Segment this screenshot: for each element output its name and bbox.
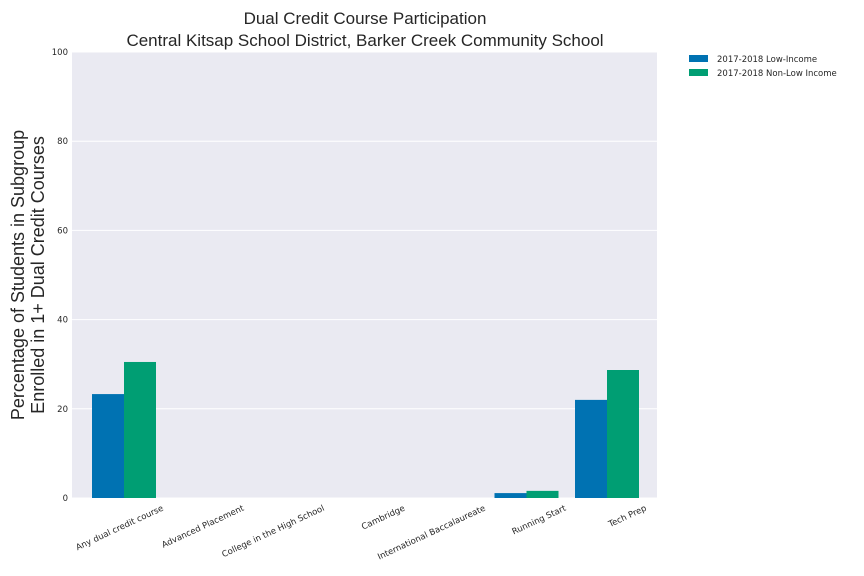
y-tick-label: 0 (63, 494, 68, 504)
x-tick-label: Any dual credit course (75, 504, 166, 553)
legend-label: 2017-2018 Low-Income (717, 55, 817, 65)
bar (526, 490, 559, 498)
y-tick-label: 40 (57, 316, 68, 326)
legend-swatch (689, 55, 708, 62)
y-tick-label: 80 (57, 137, 68, 147)
y-tick-label: 20 (57, 405, 68, 415)
plot-area (72, 52, 657, 498)
bar (124, 361, 156, 498)
bar (494, 493, 527, 498)
x-tick-label: Cambridge (360, 504, 407, 533)
bars (92, 361, 639, 498)
chart-subtitle: Central Kitsap School District, Barker C… (126, 31, 603, 50)
y-tick-label: 100 (52, 48, 68, 58)
y-tick-label: 60 (57, 226, 68, 236)
legend: 2017-2018 Low-Income 2017-2018 Non-Low In… (689, 55, 837, 79)
legend-label: 2017-2018 Non-Low Income (717, 69, 837, 79)
chart-title: Dual Credit Course Participation (244, 9, 487, 28)
x-tick-label: Running Start (511, 503, 569, 537)
y-axis-label-line-2: Enrolled in 1+ Dual Credit Courses (28, 136, 48, 414)
gridlines (72, 51, 657, 499)
y-tick-labels: 0 20 40 60 80 100 (52, 48, 68, 504)
legend-swatch (689, 69, 708, 76)
bar (92, 394, 124, 498)
bar (607, 369, 639, 498)
y-axis-label: Percentage of Students in Subgroup Enrol… (8, 130, 48, 420)
x-tick-label: Tech Prep (606, 504, 648, 531)
y-axis-label-line-1: Percentage of Students in Subgroup (8, 130, 28, 420)
bar (575, 399, 607, 498)
x-tick-label: Advanced Placement (160, 503, 246, 550)
